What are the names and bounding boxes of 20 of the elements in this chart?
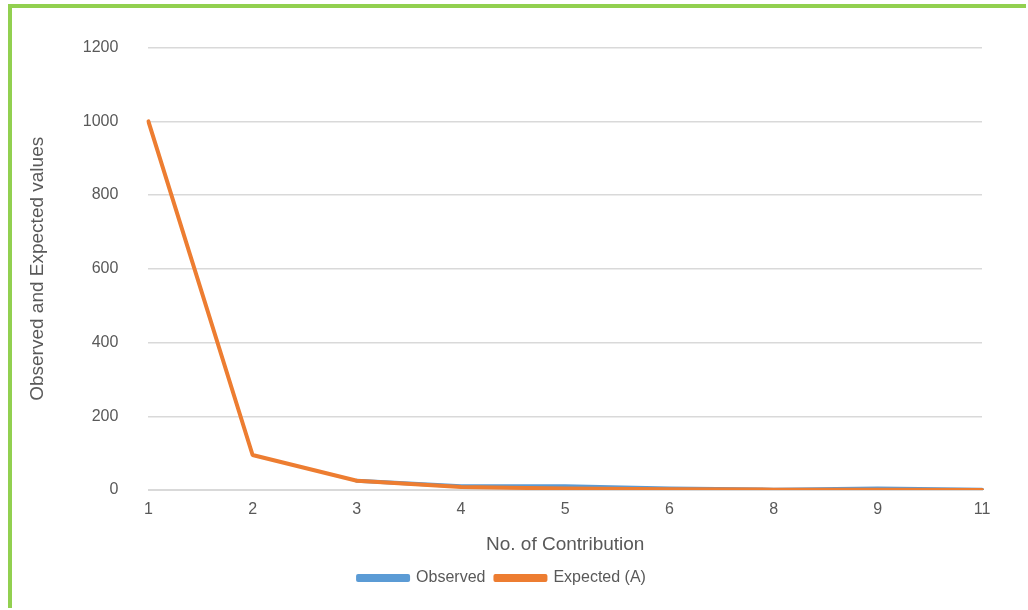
x-tick-label: 8 (769, 500, 779, 518)
legend-label: Observed (416, 568, 486, 586)
y-tick-label: 200 (91, 406, 119, 424)
y-axis-title: Observed and Expected values (25, 136, 47, 401)
x-tick-label: 1 (143, 500, 153, 518)
x-axis-title: No. of Contribution (485, 532, 645, 554)
x-tick-label: 9 (873, 500, 883, 518)
legend-label: Expected (A) (553, 568, 646, 586)
x-tick-label: 11 (973, 500, 991, 518)
y-tick-label: 1000 (82, 111, 119, 129)
x-tick-label: 5 (560, 500, 570, 518)
y-tick-label: 400 (91, 332, 119, 350)
x-tick-label: 2 (248, 500, 258, 518)
x-tick-label: 3 (352, 500, 362, 518)
x-tick-label: 4 (456, 500, 466, 518)
y-tick-label: 0 (109, 480, 119, 498)
x-tick-label: 6 (664, 500, 674, 518)
y-tick-label: 600 (91, 259, 119, 277)
y-tick-label: 1200 (82, 38, 119, 56)
y-tick-label: 800 (91, 185, 119, 203)
